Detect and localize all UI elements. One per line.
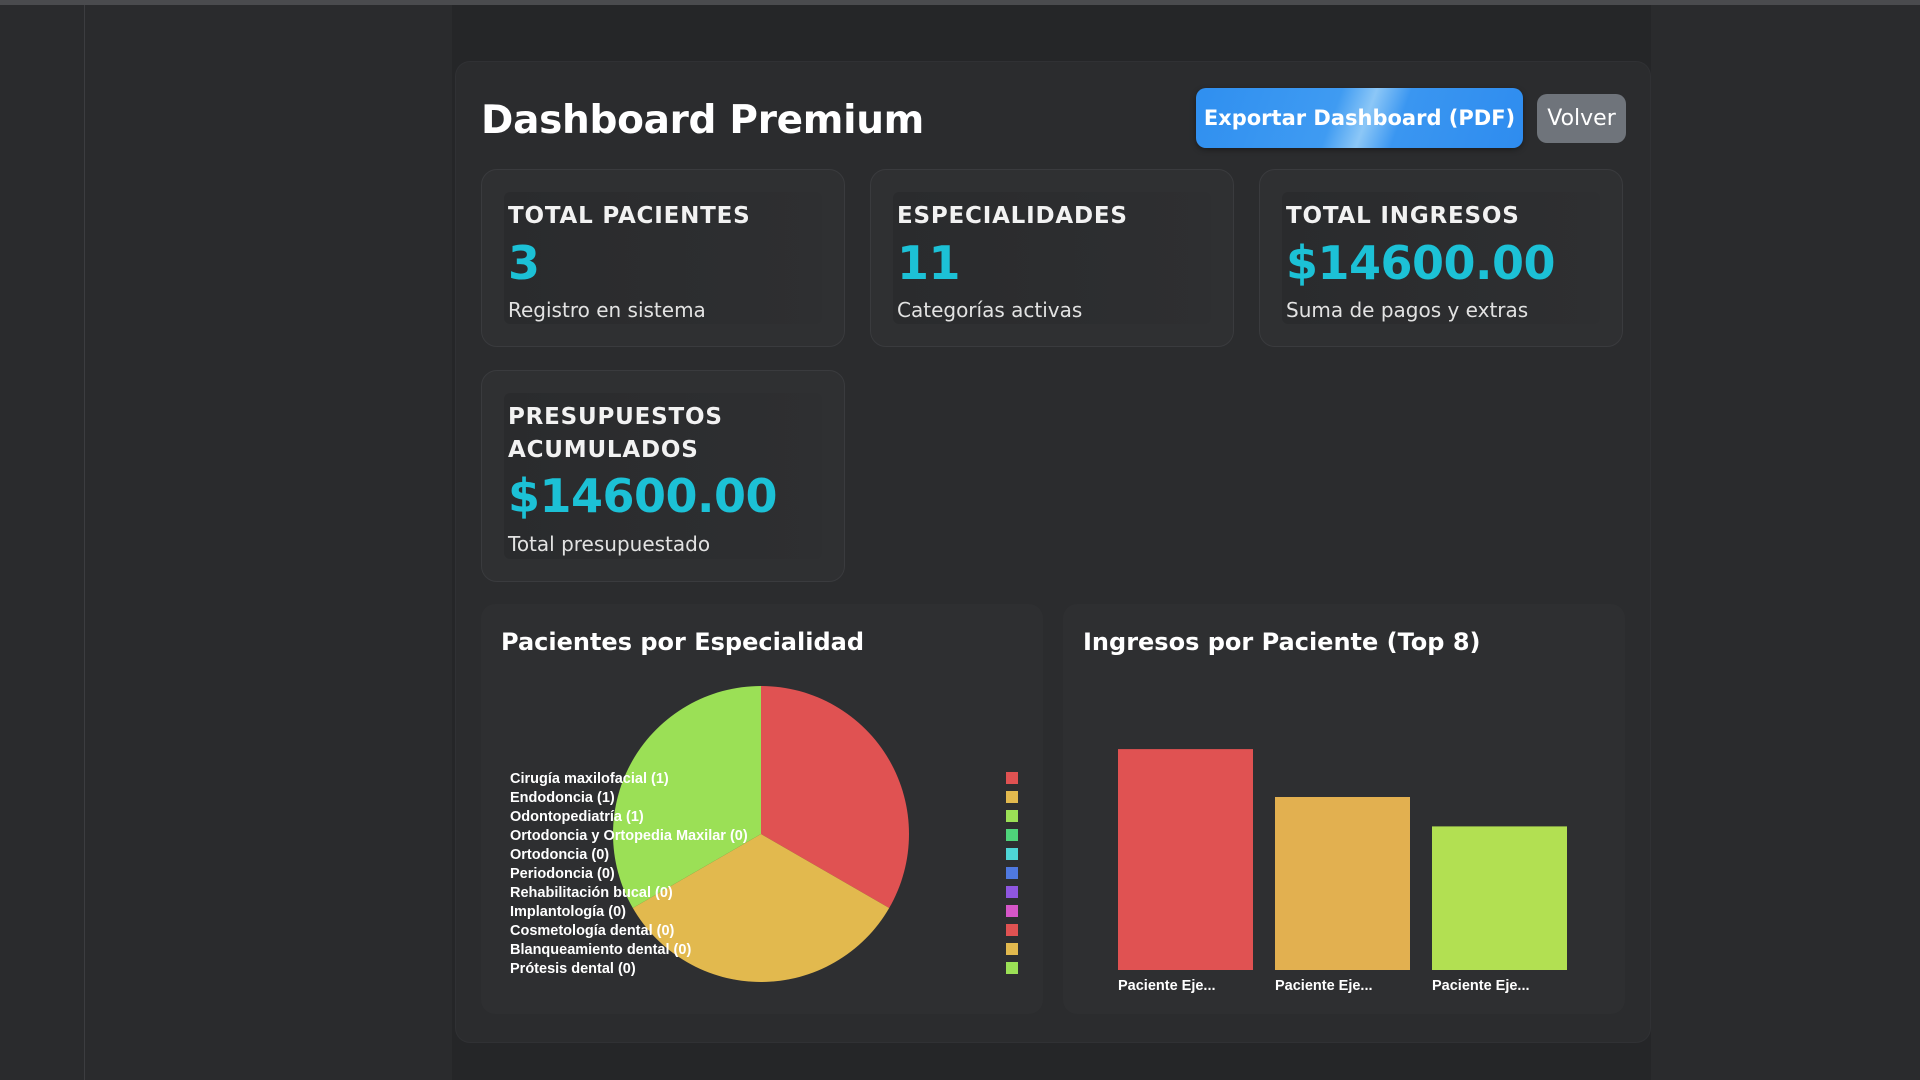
sidebar-divider <box>84 5 85 1080</box>
legend-label: Endodoncia (1) <box>510 790 615 806</box>
legend-swatch <box>1006 772 1018 784</box>
legend-swatch <box>1006 810 1018 822</box>
stat-value: 3 <box>508 236 540 290</box>
legend-swatch <box>1006 791 1018 803</box>
back-button[interactable]: Volver <box>1537 94 1626 143</box>
stat-value: $14600.00 <box>1286 236 1556 290</box>
stat-value: $14600.00 <box>508 469 778 523</box>
legend-label: Cirugía maxilofacial (1) <box>510 771 669 787</box>
bar[interactable] <box>1118 749 1253 970</box>
legend-swatch <box>1006 962 1018 974</box>
stat-label: PRESUPUESTOS ACUMULADOS <box>508 404 723 463</box>
card-shade <box>893 192 1211 324</box>
x-tick-label: Paciente Eje... <box>1275 978 1373 994</box>
legend-swatch <box>1006 829 1018 841</box>
legend-swatch <box>1006 867 1018 879</box>
stat-card-especialidades: ESPECIALIDADES 11 Categorías activas <box>870 169 1234 347</box>
card-shade <box>504 393 822 559</box>
legend-label: Blanqueamiento dental (0) <box>510 942 691 958</box>
x-tick-label: Paciente Eje... <box>1118 978 1216 994</box>
legend-label: Implantología (0) <box>510 904 626 920</box>
chart-title: Pacientes por Especialidad <box>501 628 864 656</box>
bar[interactable] <box>1275 797 1410 970</box>
stat-subtitle: Categorías activas <box>897 298 1083 322</box>
bar-chart-card: Ingresos por Paciente (Top 8) Paciente E… <box>1063 604 1625 1014</box>
legend-swatch <box>1006 886 1018 898</box>
legend-swatch <box>1006 848 1018 860</box>
page-title: Dashboard Premium <box>481 98 925 143</box>
legend-swatch <box>1006 905 1018 917</box>
stat-subtitle: Suma de pagos y extras <box>1286 298 1529 322</box>
x-tick-label: Paciente Eje... <box>1432 978 1530 994</box>
stat-card-total-pacientes: TOTAL PACIENTES 3 Registro en sistema <box>481 169 845 347</box>
legend-swatch <box>1006 924 1018 936</box>
stat-card-total-ingresos: TOTAL INGRESOS $14600.00 Suma de pagos y… <box>1259 169 1623 347</box>
stat-label: ESPECIALIDADES <box>897 203 1128 229</box>
legend-label: Periodoncia (0) <box>510 866 615 882</box>
window-top-edge <box>0 0 1920 5</box>
card-shade <box>504 192 822 324</box>
pie-slice[interactable] <box>761 686 909 908</box>
legend-label: Prótesis dental (0) <box>510 961 636 977</box>
legend-label: Rehabilitación bucal (0) <box>510 885 673 901</box>
bar[interactable] <box>1432 826 1567 970</box>
legend-label: Ortodoncia (0) <box>510 847 609 863</box>
pie-slice[interactable] <box>613 686 761 908</box>
pie-chart-card: Pacientes por Especialidad Cirugía maxil… <box>481 604 1043 1014</box>
chart-title: Ingresos por Paciente (Top 8) <box>1083 628 1481 656</box>
pie-chart: Cirugía maxilofacial (1) Endodoncia (1) Od… <box>510 686 1018 982</box>
legend-label: Ortodoncia y Ortopedia Maxilar (0) <box>510 828 748 844</box>
export-pdf-button[interactable]: Exportar Dashboard (PDF) <box>1196 88 1523 148</box>
stat-label: TOTAL PACIENTES <box>508 203 751 229</box>
stat-value: 11 <box>897 236 961 290</box>
stat-card-presupuestos: PRESUPUESTOS ACUMULADOS $14600.00 Total … <box>481 370 845 582</box>
legend-label: Cosmetología dental (0) <box>510 923 675 939</box>
bar-chart: Paciente Eje... Paciente Eje... Paciente E… <box>1118 749 1567 994</box>
stat-label: TOTAL INGRESOS <box>1286 203 1520 229</box>
stat-subtitle: Total presupuestado <box>508 532 711 556</box>
dashboard-panel: Dashboard Premium Exportar Dashboard (PD… <box>456 62 1650 1042</box>
legend-swatch <box>1006 943 1018 955</box>
legend-label: Odontopediatría (1) <box>510 809 644 825</box>
pie-slice[interactable] <box>632 834 890 982</box>
card-shade <box>1282 192 1600 324</box>
stat-subtitle: Registro en sistema <box>508 298 706 322</box>
